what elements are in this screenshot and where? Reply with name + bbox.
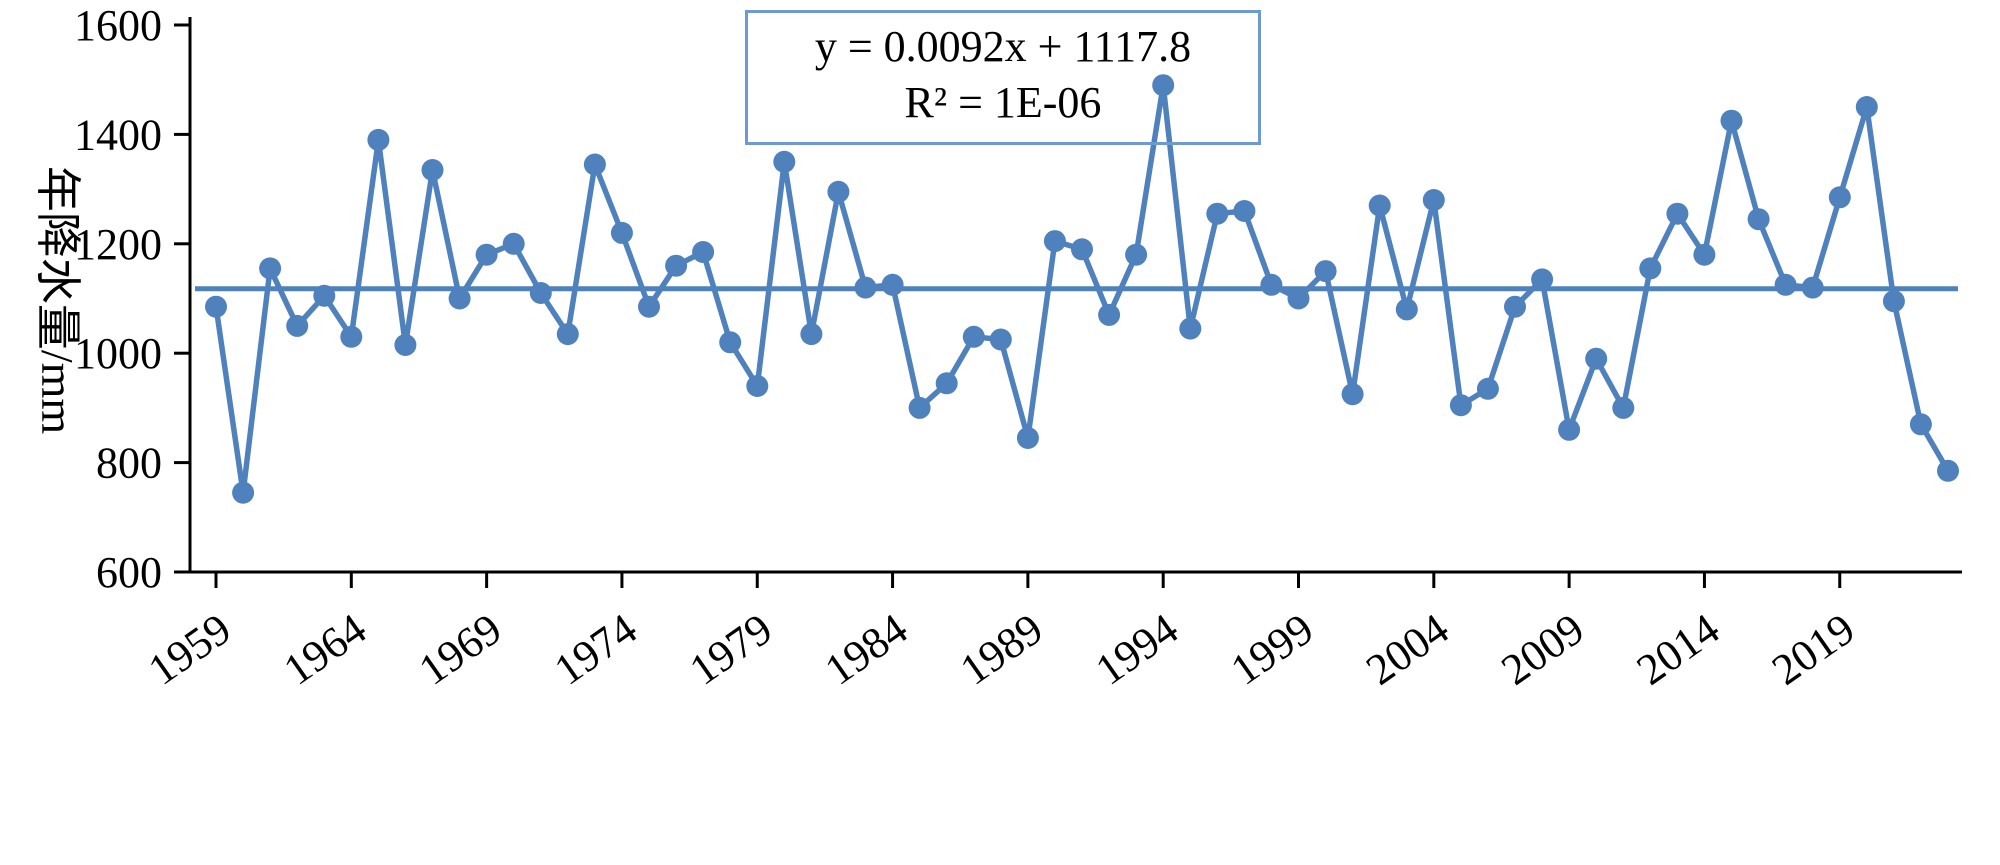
data-point — [1531, 268, 1554, 291]
data-point — [989, 328, 1012, 351]
y-tick-label: 1200 — [74, 220, 162, 269]
data-point — [1125, 243, 1148, 266]
trendline-label-box: y = 0.0092x + 1117.8 R² = 1E-06 — [745, 10, 1261, 145]
y-tick-label: 1600 — [74, 1, 162, 50]
data-point — [232, 481, 255, 504]
data-point — [1098, 303, 1121, 326]
data-point — [1233, 200, 1256, 222]
data-point — [692, 241, 715, 263]
data-point — [205, 295, 227, 318]
data-point — [665, 254, 688, 277]
data-point — [1206, 202, 1229, 225]
data-point — [1016, 427, 1039, 449]
data-point — [854, 276, 877, 299]
y-axis-title: 年降水量/mm — [32, 166, 83, 435]
x-tick-label: 1989 — [951, 604, 1051, 695]
x-tick-label: 1969 — [410, 604, 510, 695]
data-point — [1882, 290, 1905, 313]
data-point — [1612, 396, 1635, 419]
data-point — [1747, 208, 1770, 231]
x-tick-label: 2004 — [1357, 604, 1457, 695]
data-point — [1828, 186, 1851, 209]
x-tick-label: 1964 — [275, 604, 375, 695]
y-tick-label: 600 — [96, 548, 162, 597]
data-point — [827, 180, 850, 203]
data-point — [1855, 96, 1878, 118]
data-point — [556, 323, 579, 346]
x-tick-label: 1959 — [140, 604, 240, 695]
trendline-r-squared: R² = 1E-06 — [904, 78, 1102, 128]
x-tick-label: 1979 — [681, 604, 781, 695]
data-point — [1043, 230, 1066, 253]
data-point — [1071, 238, 1093, 261]
x-tick-label: 1974 — [545, 604, 645, 695]
data-point — [421, 159, 444, 181]
y-tick-label: 800 — [96, 439, 162, 488]
data-point — [1585, 347, 1608, 370]
data-point — [610, 221, 633, 244]
data-point — [1801, 276, 1824, 299]
data-point — [1314, 260, 1337, 283]
data-point — [908, 396, 931, 419]
x-tick-label: 2014 — [1628, 604, 1728, 695]
data-point — [800, 323, 823, 346]
data-point — [1476, 377, 1499, 400]
data-point — [286, 314, 309, 337]
data-point — [1504, 295, 1526, 318]
data-point — [340, 325, 363, 348]
data-point — [1720, 109, 1743, 132]
data-point — [1152, 74, 1175, 97]
data-point — [773, 150, 796, 173]
data-point — [1558, 418, 1581, 441]
data-point — [529, 282, 552, 304]
x-tick-label: 1984 — [816, 604, 916, 695]
data-point — [1287, 287, 1310, 310]
data-point — [1693, 243, 1716, 266]
data-point — [1422, 189, 1445, 211]
data-point — [1666, 202, 1689, 225]
data-point — [719, 331, 742, 354]
data-point — [1639, 257, 1662, 280]
y-tick-label: 1400 — [74, 110, 162, 159]
data-point — [259, 257, 282, 280]
data-point — [1341, 383, 1364, 406]
data-point — [1395, 298, 1418, 321]
data-point — [746, 375, 769, 397]
data-point — [448, 287, 471, 310]
data-point — [475, 243, 498, 266]
x-tick-label: 1994 — [1087, 604, 1187, 695]
x-tick-label: 2009 — [1493, 604, 1593, 695]
x-tick-label: 2019 — [1763, 604, 1863, 695]
data-point — [583, 153, 606, 176]
data-point — [1449, 394, 1472, 417]
data-point — [367, 128, 390, 151]
data-point — [881, 273, 904, 296]
data-point — [638, 295, 660, 318]
data-point — [394, 334, 417, 356]
data-point — [1179, 317, 1202, 340]
data-point — [1909, 413, 1932, 436]
trendline-equation: y = 0.0092x + 1117.8 — [814, 22, 1192, 71]
x-tick-label: 1999 — [1222, 604, 1322, 695]
data-point — [502, 232, 525, 255]
data-point — [962, 325, 985, 348]
data-point — [1260, 273, 1283, 296]
data-point — [935, 372, 958, 395]
data-point — [1368, 194, 1391, 217]
data-point — [313, 284, 336, 307]
y-tick-label: 1000 — [74, 329, 162, 378]
data-point — [1937, 459, 1959, 482]
data-point — [1774, 273, 1797, 296]
